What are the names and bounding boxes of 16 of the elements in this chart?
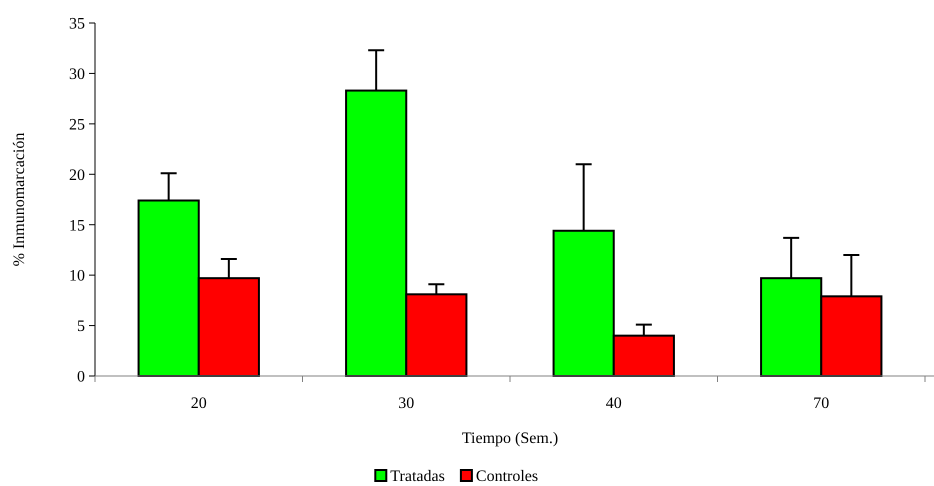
y-tick-label: 20 [69, 166, 85, 184]
y-tick-label: 10 [69, 268, 85, 285]
y-tick-label: 25 [69, 116, 85, 134]
x-tick-label: 40 [606, 395, 622, 412]
y-tick-label: 30 [69, 66, 85, 84]
x-tick-label: 70 [813, 395, 830, 412]
y-tick-label: 35 [69, 16, 85, 33]
legend-label: Controles [476, 468, 538, 485]
y-axis-title: % Inmunomarcación [11, 132, 28, 266]
y-tick-label: 0 [77, 368, 85, 386]
y-tick-label: 5 [77, 318, 85, 336]
x-axis-title: Tiempo (Sem.) [462, 430, 558, 447]
x-tick-label: 30 [398, 395, 414, 412]
y-tick-label: 15 [69, 217, 85, 234]
x-tick-label: 20 [190, 395, 207, 412]
legend-label: Tratadas [390, 468, 445, 485]
